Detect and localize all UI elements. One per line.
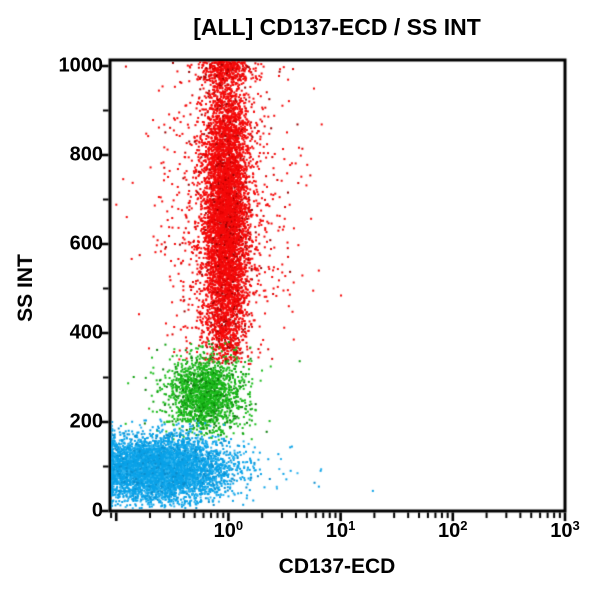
y-axis-tick-label: 1000 xyxy=(58,54,104,77)
x-axis-label: CD137-ECD xyxy=(278,555,396,578)
x-axis-tick-label: 102 xyxy=(438,518,468,542)
x-axis-tick-label: 101 xyxy=(325,518,356,542)
y-axis-tick-label: 600 xyxy=(69,232,103,255)
y-axis-tick-label: 400 xyxy=(69,321,103,344)
y-axis-tick-label: 200 xyxy=(69,410,103,433)
x-axis-tick-label: 103 xyxy=(550,518,580,542)
y-axis-tick-label: 800 xyxy=(69,143,103,166)
chart-title: [ALL] CD137-ECD / SS INT xyxy=(193,14,481,40)
y-axis-label: SS INT xyxy=(14,254,37,322)
y-axis-tick-label: 0 xyxy=(91,499,103,522)
x-axis-tick-label: 100 xyxy=(213,518,244,542)
